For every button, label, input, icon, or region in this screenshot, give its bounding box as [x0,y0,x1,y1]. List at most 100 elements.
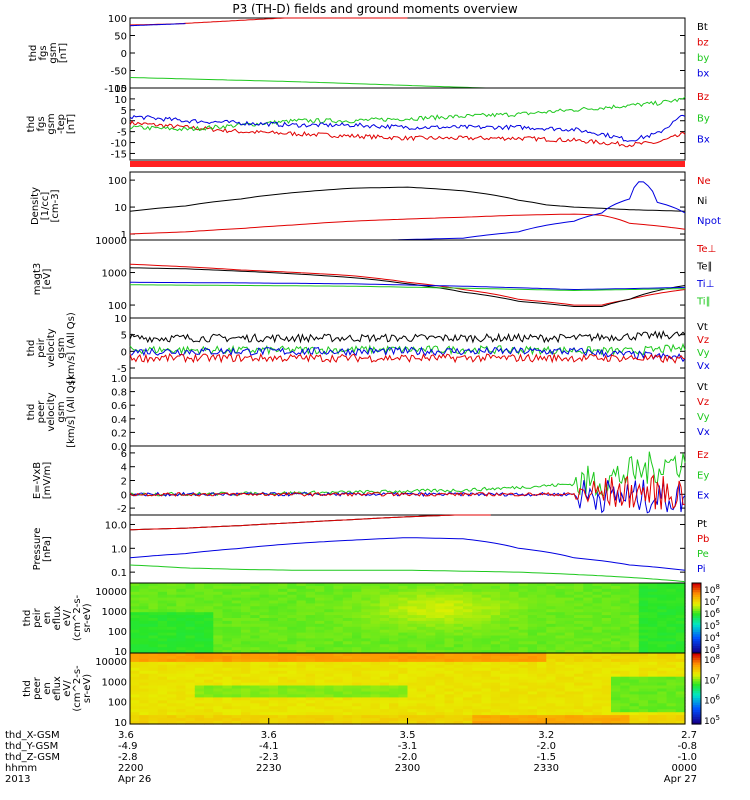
heatmap-cell [259,679,270,684]
heatmap-cell [305,623,316,628]
heatmap-cell [333,641,344,645]
heatmap-cell [379,679,390,684]
heatmap-cell [139,700,150,704]
heatmap-cell [241,620,251,625]
heatmap-cell [379,670,390,675]
heatmap-cell [555,594,566,599]
heatmap-cell [407,685,418,690]
colorbar-segment [692,674,701,678]
heatmap-cell [241,697,251,701]
heatmap-cell [546,664,557,669]
heatmap-cell [648,679,658,684]
heatmap-cell [472,635,483,639]
heatmap-cell [426,691,436,696]
heatmap-cell [601,700,612,704]
heatmap-cell [231,615,242,619]
heatmap-cell [574,629,584,634]
heatmap-cell [324,600,335,604]
heatmap-cell [675,697,686,701]
colorbar-segment [692,698,701,701]
y-tick-label: 1000 [102,269,127,280]
colorbar-segment [692,594,701,598]
heatmap-cell [167,612,177,616]
heatmap-cell [583,600,594,604]
heatmap-cell [259,650,270,654]
heatmap-cell [574,718,584,722]
heatmap-cell [518,697,529,701]
heatmap-cell [527,700,538,704]
heatmap-cell [463,661,473,666]
heatmap-cell [278,615,288,619]
y-tick-label: 5 [121,106,127,117]
heatmap-cell [148,703,159,707]
heatmap-cell [648,670,658,675]
heatmap-cell [222,712,233,716]
heatmap-cell [342,661,353,666]
heatmap-cell [176,647,187,651]
heatmap-cell [379,656,390,660]
heatmap-cell [157,650,168,654]
heatmap-cell [537,688,547,693]
ylabel-line: gsm [48,42,59,63]
heatmap-cell [592,709,603,713]
heatmap-cell [500,650,510,654]
heatmap-cell [241,682,251,687]
heatmap-cell [407,709,418,713]
heatmap-cell [176,706,187,710]
heatmap-cell [407,682,418,687]
heatmap-cell [435,706,446,710]
heatmap-cell [472,591,483,596]
heatmap-cell [148,615,159,619]
heatmap-cell [222,629,233,634]
heatmap-cell [287,697,298,701]
heatmap-cell [583,688,594,693]
heatmap-cell [157,618,168,622]
heatmap-cell [435,647,446,651]
heatmap-cell [305,650,316,654]
heatmap-cell [194,597,205,602]
heatmap-cell [278,682,288,687]
heatmap-cell [490,709,501,713]
heatmap-cell [546,588,557,593]
heatmap-cell [241,632,251,637]
heatmap-cell [389,682,399,687]
heatmap-cell [518,618,529,622]
heatmap-cell [194,676,205,681]
heatmap-cell [620,635,631,639]
heatmap-cell [370,588,381,593]
heatmap-cell [490,583,501,587]
heatmap-cell [472,629,483,634]
heatmap-cell [620,718,631,722]
ylabel-line: [cm-3] [50,189,61,222]
heatmap-cell [463,688,473,693]
heatmap-cell [231,700,242,704]
heatmap-cell [185,629,196,634]
heatmap-cell [148,629,159,634]
heatmap-cell [453,673,464,678]
heatmap-cell [157,670,168,675]
heatmap-cell [555,658,566,663]
heatmap-cell [148,700,159,704]
heatmap-cell [463,603,473,607]
heatmap-cell [463,670,473,675]
heatmap-cell [287,700,298,704]
series-line-Ex [129,479,686,514]
heatmap-cell [268,718,279,722]
colorbar-segment [692,688,701,692]
heatmap-cell [389,715,399,719]
y-tick-label: 100 [108,176,127,187]
heatmap-cell [222,664,233,669]
heatmap-cell [601,673,612,678]
heatmap-cell [444,612,455,616]
heatmap-cell [139,685,150,690]
heatmap-cell [139,697,150,701]
heatmap-cell [342,641,353,645]
heatmap-cell [398,676,409,681]
heatmap-cell [324,667,335,672]
heatmap-cell [657,591,668,596]
heatmap-cell [231,594,242,599]
heatmap-cell [324,697,335,701]
heatmap-cell [278,620,288,625]
heatmap-cell [416,697,427,701]
heatmap-cell [315,647,325,651]
